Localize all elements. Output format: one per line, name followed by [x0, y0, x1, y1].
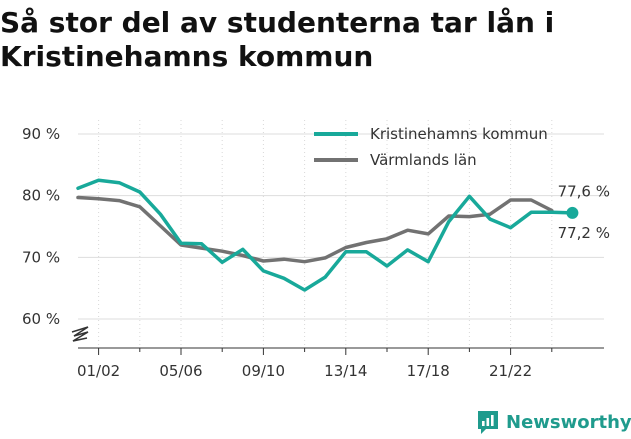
y-tick-label: 90 % [22, 125, 60, 143]
legend-label: Kristinehamns kommun [370, 125, 548, 143]
y-tick-label: 80 % [22, 187, 60, 205]
legend-label: Värmlands län [370, 151, 477, 169]
end-label-kristinehamn: 77,2 % [558, 224, 610, 242]
series-line-varmland [76, 195, 554, 264]
x-axis-tick-labels: 01/02 05/06 09/10 13/14 17/18 21/22 [77, 362, 532, 380]
y-tick-label: 60 % [22, 310, 60, 328]
x-tick-label: 13/14 [324, 362, 367, 380]
gridlines [78, 120, 604, 348]
axis-break-icon [71, 326, 89, 342]
y-axis-tick-labels: 60 % 70 % 80 % 90 % [22, 125, 60, 328]
legend: Kristinehamns kommun Värmlands län [314, 125, 548, 169]
series-end-point-kristinehamn [566, 206, 579, 219]
chart-title: Så stor del av studenterna tar lån i Kri… [0, 6, 555, 73]
end-labels: 77,6 % 77,2 % [558, 182, 610, 241]
x-tick-label: 09/10 [242, 362, 285, 380]
x-tick-label: 21/22 [489, 362, 532, 380]
axes [71, 326, 604, 355]
series-lines [76, 178, 579, 292]
x-tick-label: 17/18 [407, 362, 450, 380]
x-tick-label: 01/02 [77, 362, 120, 380]
brand-name: Newsworthy [506, 411, 631, 433]
brand-logo: Newsworthy [476, 407, 631, 437]
series-line-kristinehamn [76, 178, 575, 292]
end-label-varmland: 77,6 % [558, 182, 610, 200]
newsworthy-logo-icon [478, 411, 498, 434]
x-tick-label: 05/06 [159, 362, 202, 380]
y-tick-label: 70 % [22, 248, 60, 266]
